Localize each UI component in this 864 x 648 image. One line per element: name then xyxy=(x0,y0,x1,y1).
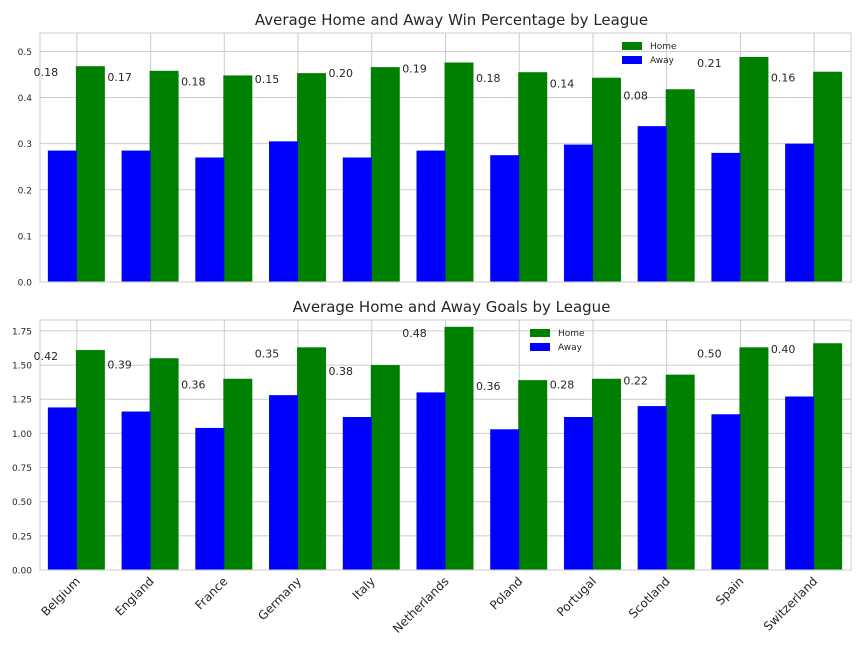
difference-label: 0.18 xyxy=(34,66,59,79)
away-bar xyxy=(416,392,446,570)
y-tick-label: 1.25 xyxy=(12,396,32,406)
plot-frame xyxy=(39,319,852,571)
chart-title: Average Home and Away Win Percentage by … xyxy=(255,11,648,29)
legend-label: Away xyxy=(558,343,583,353)
home-bar xyxy=(370,365,400,570)
difference-label: 0.36 xyxy=(476,380,501,393)
away-bar xyxy=(785,143,815,282)
difference-label: 0.20 xyxy=(329,67,354,80)
difference-label: 0.18 xyxy=(476,72,501,85)
y-tick-label: 0.25 xyxy=(12,532,32,542)
difference-label: 0.16 xyxy=(771,72,796,85)
away-bar xyxy=(490,155,520,282)
away-bar xyxy=(47,150,77,282)
legend-swatch xyxy=(530,343,550,351)
y-tick-label: 1.00 xyxy=(12,430,32,440)
home-bar xyxy=(370,67,400,282)
home-bar xyxy=(149,358,179,570)
away-bar xyxy=(785,396,815,570)
difference-label: 0.50 xyxy=(697,347,722,360)
legend-label: Away xyxy=(650,56,675,66)
legend: Home Away xyxy=(622,42,677,66)
home-bar xyxy=(665,89,695,282)
away-bar xyxy=(637,126,667,283)
difference-label: 0.35 xyxy=(255,347,280,360)
away-bar xyxy=(269,141,299,282)
y-tick-label: 0.50 xyxy=(12,498,32,508)
away-bar xyxy=(563,144,593,282)
difference-label: 0.42 xyxy=(34,350,59,363)
away-bar xyxy=(711,414,741,570)
difference-label: 0.18 xyxy=(181,75,206,88)
difference-label: 0.21 xyxy=(697,57,722,70)
home-bar xyxy=(591,378,621,570)
home-bar xyxy=(297,347,327,570)
away-bar xyxy=(637,406,667,570)
difference-label: 0.48 xyxy=(402,327,427,340)
home-bar xyxy=(518,380,548,570)
difference-label: 0.14 xyxy=(550,78,575,91)
home-bar xyxy=(591,77,621,282)
goals-chart: 0.00 0.25 0.50 0.75 1.00 1.25 1.50 1.75 0.42 0.39… xyxy=(12,298,852,636)
difference-label: 0.22 xyxy=(623,375,648,388)
legend-swatch xyxy=(530,329,550,337)
y-tick-label: 0.4 xyxy=(18,94,33,104)
away-bar xyxy=(121,411,151,570)
legend: Home Away xyxy=(530,329,585,353)
home-bar xyxy=(518,72,548,282)
legend-swatch xyxy=(622,56,642,64)
away-bar xyxy=(269,395,299,570)
away-bar xyxy=(342,157,372,282)
difference-label: 0.08 xyxy=(623,89,648,102)
away-bar xyxy=(195,427,225,570)
difference-label: 0.19 xyxy=(402,63,427,76)
legend-label: Home xyxy=(558,329,585,339)
away-bar xyxy=(195,157,225,282)
y-tick-label: 0.75 xyxy=(12,464,32,474)
home-bar xyxy=(149,70,179,282)
difference-label: 0.39 xyxy=(107,358,132,371)
difference-label: 0.38 xyxy=(329,365,354,378)
home-bar xyxy=(444,326,474,570)
home-bar xyxy=(813,71,843,282)
chart-title: Average Home and Away Goals by League xyxy=(293,298,611,316)
away-bar xyxy=(563,416,593,570)
away-bar xyxy=(47,407,77,570)
y-tick-label: 1.75 xyxy=(12,327,32,337)
home-bar xyxy=(223,378,253,570)
home-bar xyxy=(297,73,327,282)
y-tick-label: 0.2 xyxy=(18,186,32,196)
y-tick-label: 0.5 xyxy=(18,48,32,58)
home-bar xyxy=(739,56,769,282)
y-tick-label: 0.1 xyxy=(18,232,32,242)
away-bar xyxy=(416,150,446,282)
home-bar xyxy=(813,343,843,570)
plot-frame xyxy=(39,32,852,283)
legend-label: Home xyxy=(650,42,677,52)
away-bar xyxy=(121,150,151,282)
difference-label: 0.40 xyxy=(771,343,796,356)
away-bar xyxy=(490,429,520,570)
home-bar xyxy=(223,75,253,282)
difference-label: 0.28 xyxy=(550,379,575,392)
y-tick-label: 0.3 xyxy=(18,140,32,150)
win-percentage-chart: 0.00.10.20.30.40.50.18 0.17 0.18 0.15 0.20 0.… xyxy=(18,11,852,289)
difference-label: 0.15 xyxy=(255,73,280,86)
y-tick-label: 0.0 xyxy=(18,279,33,289)
home-bar xyxy=(665,374,695,570)
difference-label: 0.17 xyxy=(107,71,132,84)
home-bar xyxy=(75,350,105,570)
away-bar xyxy=(342,416,372,570)
home-bar xyxy=(444,62,474,283)
legend-swatch xyxy=(622,42,642,50)
away-bar xyxy=(711,152,741,282)
home-bar xyxy=(75,66,105,282)
home-bar xyxy=(739,347,769,570)
y-tick-label: 1.50 xyxy=(12,362,32,372)
difference-label: 0.36 xyxy=(181,379,206,392)
y-tick-label: 0.00 xyxy=(12,567,32,577)
